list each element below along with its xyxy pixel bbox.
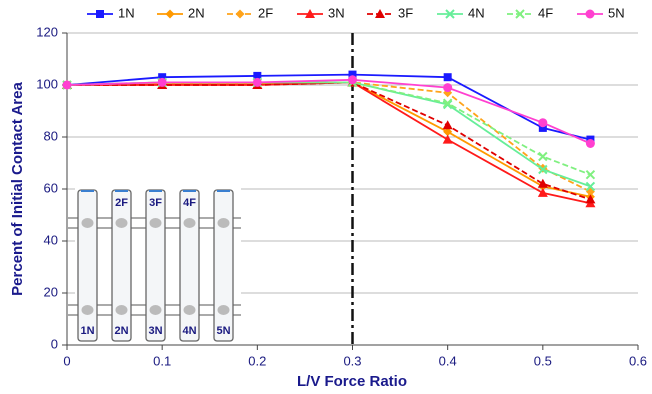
x-tick-label: 0.6 [629, 353, 647, 368]
inset-pad [218, 218, 230, 228]
inset-label: 4F [183, 197, 196, 209]
marker [236, 10, 245, 19]
series-line [67, 82, 590, 199]
inset-pad [184, 218, 196, 228]
marker [539, 153, 547, 161]
marker [586, 10, 595, 19]
inset-pad [82, 305, 94, 315]
inset-label: 5N [216, 325, 230, 337]
inset-tie [146, 190, 165, 341]
y-tick-label: 120 [36, 24, 58, 39]
x-axis-label: L/V Force Ratio [297, 373, 407, 390]
inset-pad [116, 305, 128, 315]
y-tick-label: 20 [44, 284, 58, 299]
legend-label: 3N [328, 5, 345, 20]
legend-label: 4F [538, 5, 553, 20]
chart: L/V Force Ratio Percent of Initial Conta… [0, 0, 652, 394]
marker [444, 73, 452, 81]
inset-label: 2F [115, 197, 128, 209]
x-tick-label: 0.4 [439, 353, 457, 368]
inset-label: 3F [149, 197, 162, 209]
inset-pad [116, 218, 128, 228]
inset: 2F 3F 4F 1N 2N 3N 4N 5N [68, 188, 241, 342]
marker [166, 10, 175, 19]
series-line [67, 80, 590, 144]
marker [253, 78, 262, 87]
inset-label: 1N [80, 325, 94, 337]
y-tick-label: 40 [44, 232, 58, 247]
inset-pad [82, 218, 94, 228]
inset-tie [180, 190, 199, 341]
marker [158, 78, 167, 87]
legend-label: 5N [608, 5, 625, 20]
marker [443, 120, 453, 129]
y-tick-label: 60 [44, 180, 58, 195]
y-tick-label: 100 [36, 76, 58, 91]
inset-pad [184, 305, 196, 315]
marker [586, 171, 594, 179]
inset-label: 3N [148, 325, 162, 337]
inset-tie [214, 190, 233, 341]
y-axis-label: Percent of Initial Contact Area [9, 82, 26, 296]
x-tick-label: 0.1 [153, 353, 171, 368]
marker [538, 179, 548, 188]
y-tick-label: 0 [51, 336, 58, 351]
legend-label: 3F [398, 5, 413, 20]
y-tick-label: 80 [44, 128, 58, 143]
x-tick-label: 0.5 [534, 353, 552, 368]
x-tick-label: 0.2 [248, 353, 266, 368]
marker [538, 118, 547, 127]
inset-tie [78, 190, 97, 341]
marker [443, 135, 453, 144]
marker [348, 75, 357, 84]
inset-label: 2N [114, 325, 128, 337]
x-tick-label: 0 [63, 353, 70, 368]
x-tick-label: 0.3 [343, 353, 361, 368]
marker [63, 81, 72, 90]
series-line [67, 82, 590, 186]
inset-pad [150, 305, 162, 315]
marker [96, 10, 104, 18]
series-line [67, 82, 590, 174]
legend-label: 4N [468, 5, 485, 20]
inset-tie [112, 190, 131, 341]
marker [586, 139, 595, 148]
inset-pad [150, 218, 162, 228]
legend-label: 2N [188, 5, 205, 20]
series-line [67, 82, 590, 196]
marker [443, 83, 452, 92]
inset-label: 4N [182, 325, 196, 337]
legend-label: 2F [258, 5, 273, 20]
legend-label: 1N [118, 5, 135, 20]
inset-pad [218, 305, 230, 315]
